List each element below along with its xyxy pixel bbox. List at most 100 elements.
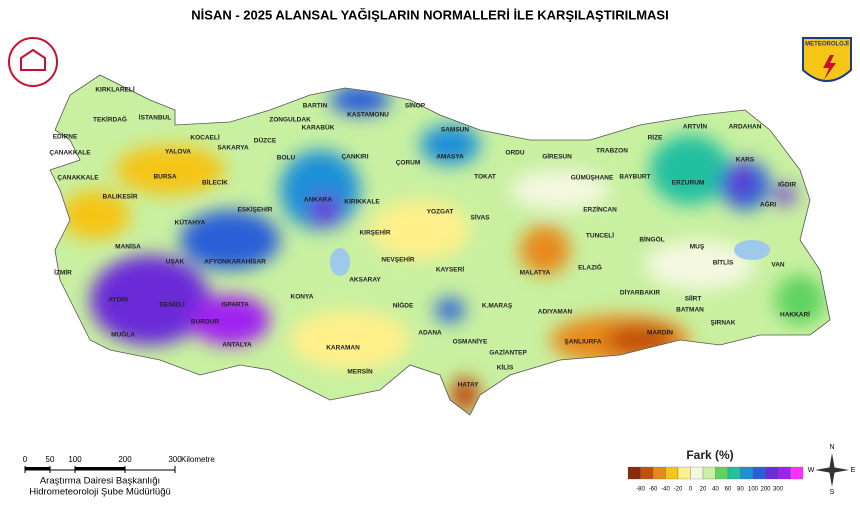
- city-label: KIRKLARELİ: [95, 86, 135, 94]
- scale-label: 300: [168, 455, 182, 464]
- city-label: ANTALYA: [222, 342, 252, 349]
- scale-label: 50: [46, 455, 55, 464]
- legend-swatch: [740, 466, 754, 480]
- city-label: DENİZLİ: [159, 301, 184, 309]
- city-label: GÜMÜŞHANE: [571, 173, 614, 182]
- legend-label: 60: [725, 487, 732, 493]
- city-label: BİNGÖL: [639, 235, 664, 244]
- city-label: AKSARAY: [349, 277, 381, 284]
- city-label: KARAMAN: [326, 345, 360, 352]
- credit-line: Araştırma Dairesi Başkanlığı: [40, 476, 160, 487]
- city-label: IĞDIR: [778, 180, 796, 189]
- city-label: ÇANAKKALE: [49, 150, 91, 157]
- city-label: ŞIRNAK: [711, 320, 736, 327]
- lakes: [330, 240, 770, 276]
- legend-swatch: [677, 466, 691, 480]
- city-label: MALATYA: [520, 270, 551, 277]
- city-label: BALIKESİR: [102, 193, 137, 201]
- credit-line: Hidrometeoroloji Şube Müdürlüğü: [29, 487, 171, 498]
- scale-label: 0: [23, 455, 28, 464]
- city-label: GAZİANTEP: [489, 349, 527, 357]
- legend-label: -40: [661, 487, 670, 493]
- legend-label: -60: [649, 487, 658, 493]
- city-label: K.MARAŞ: [482, 303, 513, 310]
- city-label: TRABZON: [596, 148, 628, 155]
- city-label: ÇANKIRI: [341, 154, 368, 161]
- city-label: BATMAN: [676, 307, 704, 314]
- legend-swatch: [790, 466, 804, 480]
- city-label: VAN: [771, 262, 785, 269]
- legend-swatch: [690, 466, 704, 480]
- compass-letter: S: [830, 489, 835, 496]
- city-label: KARABÜK: [302, 123, 335, 132]
- city-label: MANİSA: [115, 243, 141, 251]
- city-label: BOLU: [277, 155, 296, 162]
- city-label: TUNCELİ: [586, 232, 614, 240]
- city-label: KÜTAHYA: [175, 218, 206, 227]
- legend-swatch: [702, 466, 716, 480]
- legend-title: Fark (%): [686, 448, 733, 462]
- city-label: MUĞLA: [111, 330, 135, 339]
- city-label: İSTANBUL: [139, 114, 171, 122]
- city-label: BİTLİS: [713, 259, 734, 267]
- city-label: BAYBURT: [619, 174, 650, 181]
- city-label: AMASYA: [436, 154, 464, 161]
- legend-label: 100: [748, 487, 759, 493]
- city-label: AYDIN: [108, 297, 128, 304]
- legend-swatch: [727, 466, 741, 480]
- city-label: ÇANAKKALE: [57, 175, 99, 182]
- city-label: ANKARA: [304, 197, 332, 204]
- city-label: BURDUR: [191, 319, 219, 326]
- city-label: HAKKARİ: [780, 311, 810, 319]
- city-label: KOCAELİ: [190, 134, 219, 142]
- legend-label: -20: [674, 487, 683, 493]
- scale-unit: Kilometre: [181, 455, 215, 464]
- city-label: ŞANLIURFA: [564, 339, 602, 346]
- city-label: SİİRT: [685, 295, 702, 303]
- scale-label: 200: [118, 455, 132, 464]
- city-label: HATAY: [458, 382, 479, 389]
- city-label: KIRIKKALE: [344, 199, 380, 206]
- city-label: TOKAT: [474, 174, 496, 181]
- city-label: BİLECİK: [202, 179, 228, 187]
- legend-label: 300: [773, 487, 784, 493]
- city-label: ESKİŞEHİR: [237, 206, 272, 214]
- legend-label: 40: [712, 487, 719, 493]
- compass-letter: N: [829, 444, 834, 451]
- city-label: ISPARTA: [221, 302, 249, 309]
- city-label: DİYARBAKIR: [620, 289, 661, 297]
- city-label: NEVŞEHİR: [381, 256, 415, 264]
- logo-right: METEOROLOJİ: [802, 37, 852, 82]
- legend-swatch: [640, 466, 654, 480]
- city-label: TEKİRDAĞ: [93, 115, 127, 124]
- scale-label: 100: [68, 455, 82, 464]
- city-label: OSMANİYE: [453, 338, 488, 346]
- legend-swatch: [627, 466, 641, 480]
- city-label: BARTIN: [303, 103, 328, 110]
- legend-label: 200: [760, 487, 771, 493]
- legend-swatch: [752, 466, 766, 480]
- city-label: İZMİR: [54, 269, 72, 277]
- city-label: KİLİS: [497, 364, 514, 372]
- city-label: ORDU: [505, 150, 524, 157]
- city-label: YOZGAT: [427, 209, 454, 216]
- city-label: ERZURUM: [672, 180, 705, 187]
- legend: Fark (%) -80 -60 -40 -20 0 20 40 60 80 100 200 300: [627, 448, 804, 493]
- city-label: ARTVİN: [683, 123, 708, 131]
- compass: N E S W: [808, 444, 856, 496]
- legend-label: 20: [700, 487, 707, 493]
- precip-field: [50, 75, 830, 415]
- legend-label: 0: [689, 487, 693, 493]
- city-label: KIRŞEHİR: [359, 229, 390, 237]
- city-label: DÜZCE: [254, 136, 277, 145]
- city-labels: KIRKLARELİ TEKİRDAĞ İSTANBUL EDİRNE ÇANAKKAL…: [49, 86, 810, 389]
- legend-label: -80: [636, 487, 645, 493]
- city-label: SİVAS: [470, 214, 490, 222]
- city-label: EDİRNE: [53, 133, 78, 141]
- city-label: YALOVA: [165, 149, 191, 156]
- credits: Araştırma Dairesi BaşkanlığıHidrometeoro…: [29, 476, 171, 498]
- city-label: SİNOP: [405, 102, 426, 110]
- city-label: AĞRI: [760, 200, 776, 209]
- compass-letter: E: [851, 467, 856, 474]
